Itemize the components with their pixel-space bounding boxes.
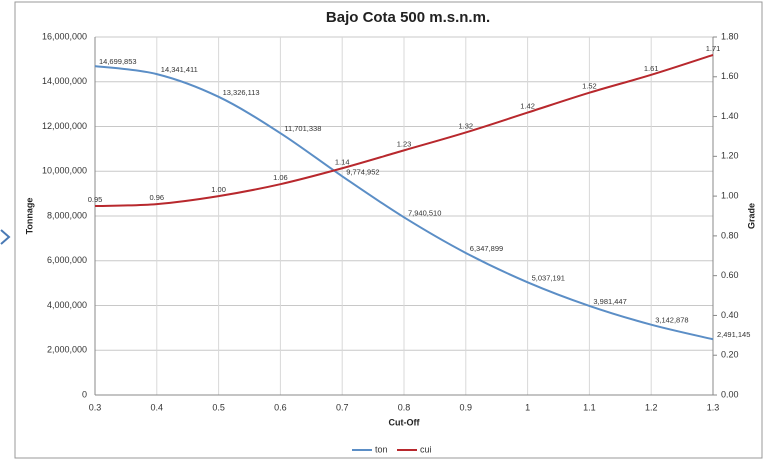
data-label: 1.61	[644, 64, 659, 73]
y-tick-label: 2,000,000	[47, 345, 87, 355]
data-label: 3,981,447	[593, 297, 626, 306]
series-line	[94, 65, 714, 341]
data-label: 1.23	[397, 139, 412, 148]
y-tick-label: 0	[82, 389, 87, 399]
data-label: 14,341,411	[161, 65, 198, 74]
y-tick-label: 4,000,000	[47, 300, 87, 310]
data-label: 1.71	[706, 44, 721, 53]
data-label: 0.95	[88, 195, 103, 204]
data-label: 14,699,853	[99, 57, 137, 66]
x-tick-label: 1	[525, 402, 530, 412]
x-tick-label: 0.7	[336, 402, 349, 412]
data-label: 13,326,113	[223, 88, 260, 97]
x-tick-label: 0.9	[460, 402, 473, 412]
y-tick-label: 6,000,000	[47, 255, 87, 265]
x-tick-label: 1.3	[707, 402, 720, 412]
y2-tick-label: 1.60	[721, 71, 739, 81]
data-label: 1.32	[458, 121, 473, 130]
data-label: 1.06	[273, 173, 288, 182]
series-line	[94, 53, 714, 208]
x-tick-label: 0.3	[89, 402, 102, 412]
x-tick-label: 0.6	[274, 402, 287, 412]
y2-tick-label: 0.00	[721, 389, 739, 399]
y2-tick-label: 0.80	[721, 230, 739, 240]
data-label: 0.96	[149, 193, 164, 202]
chart-title: Bajo Cota 500 m.s.n.m.	[326, 9, 490, 26]
data-label: 3,142,878	[655, 316, 688, 325]
data-label: 11,701,338	[284, 124, 321, 133]
y-axis-title: Tonnage	[24, 198, 34, 235]
y-tick-label: 10,000,000	[42, 166, 87, 176]
x-tick-label: 1.1	[583, 402, 596, 412]
x-tick-label: 0.5	[212, 402, 225, 412]
y-tick-label: 16,000,000	[42, 31, 87, 41]
arrow-icon	[0, 229, 11, 245]
data-label: 9,774,952	[346, 167, 379, 176]
y2-tick-label: 1.40	[721, 111, 739, 121]
legend-label: ton	[375, 444, 388, 454]
y2-tick-label: 1.00	[721, 190, 739, 200]
data-label: 2,491,145	[717, 330, 750, 339]
data-label: 7,940,510	[408, 208, 441, 217]
x-tick-label: 1.2	[645, 402, 658, 412]
y-tick-label: 12,000,000	[42, 121, 87, 131]
data-label: 1.00	[211, 185, 226, 194]
x-tick-label: 0.4	[151, 402, 164, 412]
y2-axis-title: Grade	[746, 203, 756, 229]
data-label: 5,037,191	[532, 273, 565, 282]
y2-tick-label: 0.40	[721, 310, 739, 320]
x-axis-title: Cut-Off	[389, 417, 421, 427]
data-label: 1.42	[520, 102, 535, 111]
data-label: 6,347,899	[470, 244, 503, 253]
data-label: 1.52	[582, 82, 597, 91]
y-tick-label: 14,000,000	[42, 76, 87, 86]
y-tick-label: 8,000,000	[47, 210, 87, 220]
y2-tick-label: 0.60	[721, 270, 739, 280]
y2-tick-label: 1.20	[721, 151, 739, 161]
data-label: 1.14	[335, 157, 350, 166]
legend-label: cui	[420, 444, 432, 454]
x-tick-label: 0.8	[398, 402, 411, 412]
y2-tick-label: 0.20	[721, 350, 739, 360]
y2-tick-label: 1.80	[721, 31, 739, 41]
